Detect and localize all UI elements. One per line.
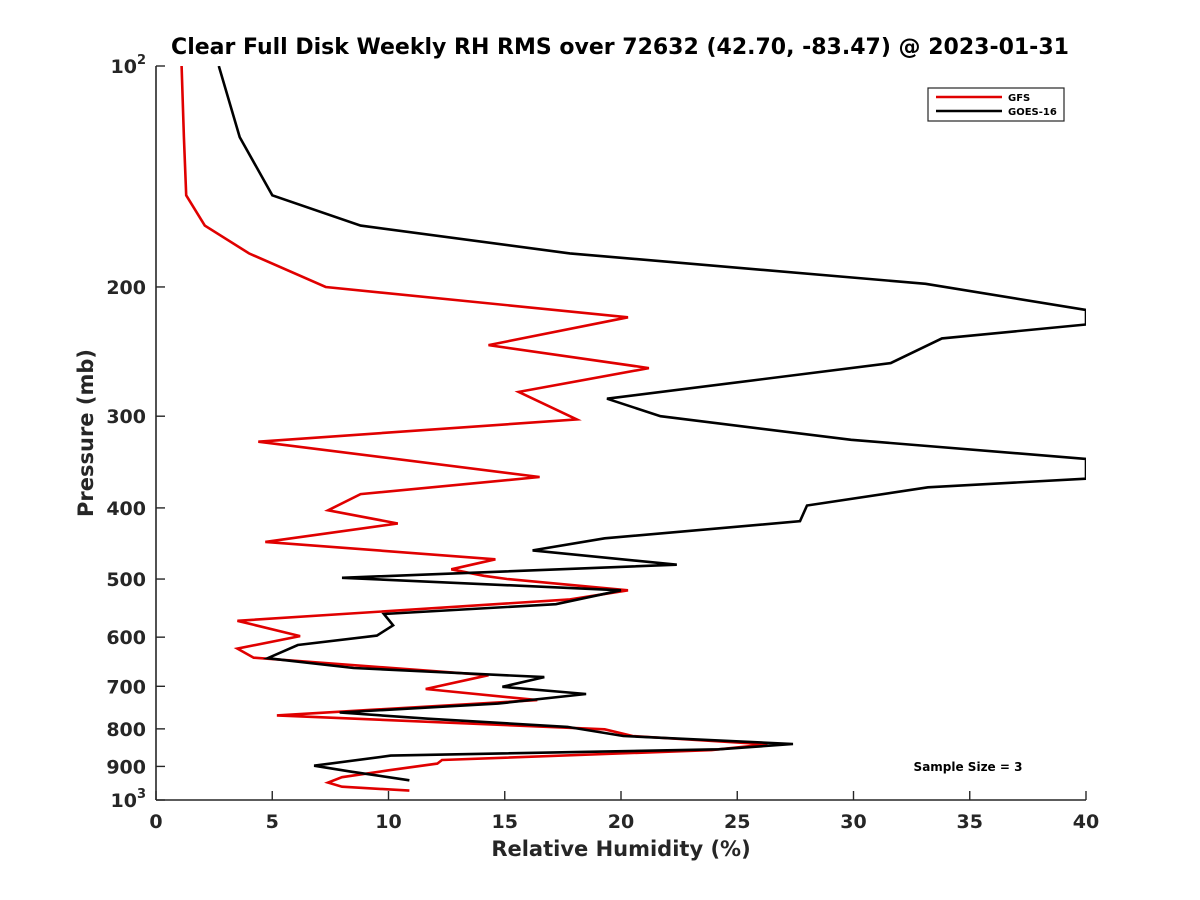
y-tick-label-700: 700 [106,676,146,698]
x-axis-ticks: 0 5 10 15 20 25 30 35 40 [149,791,1099,833]
x-tick-label-40: 40 [1073,811,1099,833]
y-tick-label-600: 600 [106,627,146,649]
series-line-goes-16 [217,66,1086,782]
sample-size-annotation: Sample Size = 3 [914,760,1023,774]
x-tick-label-10: 10 [375,811,401,833]
x-tick-label-35: 35 [957,811,983,833]
plot-area: 0 5 10 15 20 25 30 35 40 10220030040050060070080… [106,53,1099,833]
series-line-gfs [180,66,768,792]
y-tick-base-900: 900 [106,756,146,778]
y-tick-base-200: 200 [106,277,146,299]
x-tick-label-30: 30 [840,811,866,833]
x-tick-label-20: 20 [608,811,634,833]
x-tick-label-25: 25 [724,811,750,833]
y-tick-exponent-100: 2 [137,53,146,68]
y-tick-label-400: 400 [106,498,146,520]
y-tick-base-800: 800 [106,719,146,741]
legend-label-goes16: GOES-16 [1008,107,1057,118]
y-tick-base-400: 400 [106,498,146,520]
y-tick-base-100: 10 [111,56,137,78]
y-tick-label-500: 500 [106,569,146,591]
y-tick-base-700: 700 [106,676,146,698]
legend-label-gfs: GFS [1008,93,1030,104]
y-tick-base-600: 600 [106,627,146,649]
series-layer [180,66,1086,792]
y-axis-label: Pressure (mb) [74,349,98,517]
x-tick-label-5: 5 [266,811,279,833]
x-tick-label-15: 15 [492,811,518,833]
y-tick-exponent-1000: 3 [137,787,146,802]
legend: GFS GOES-16 [927,87,1065,122]
y-tick-label-900: 900 [106,756,146,778]
chart-title: Clear Full Disk Weekly RH RMS over 72632… [171,35,1069,60]
y-tick-base-300: 300 [106,406,146,428]
x-axis-label: Relative Humidity (%) [491,837,750,861]
y-tick-label-100: 102 [111,53,147,78]
y-tick-base-500: 500 [106,569,146,591]
legend-box [927,87,1065,122]
y-tick-label-200: 200 [106,277,146,299]
y-tick-label-300: 300 [106,406,146,428]
x-tick-label-0: 0 [149,811,162,833]
y-tick-label-1000: 103 [111,787,147,812]
plot-background [156,66,1086,800]
y-tick-label-800: 800 [106,719,146,741]
y-tick-base-1000: 10 [111,790,137,812]
